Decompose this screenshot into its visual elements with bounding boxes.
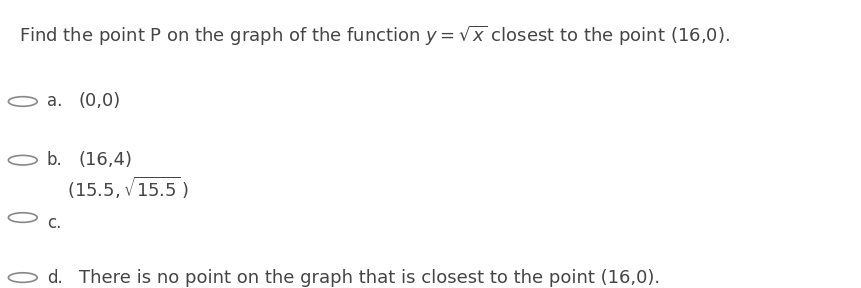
- Text: There is no point on the graph that is closest to the point (16,0).: There is no point on the graph that is c…: [78, 269, 660, 287]
- Text: (0,0): (0,0): [78, 92, 121, 111]
- Text: c.: c.: [46, 214, 61, 232]
- Text: a.: a.: [46, 92, 62, 111]
- Text: (16,4): (16,4): [78, 151, 133, 169]
- Text: d.: d.: [46, 269, 63, 287]
- Text: $(15.5,\sqrt{15.5}\,)$: $(15.5,\sqrt{15.5}\,)$: [66, 175, 189, 201]
- Text: b.: b.: [46, 151, 63, 169]
- Text: Find the point P on the graph of the function $y = \sqrt{x}$ closest to the poin: Find the point P on the graph of the fun…: [19, 24, 729, 48]
